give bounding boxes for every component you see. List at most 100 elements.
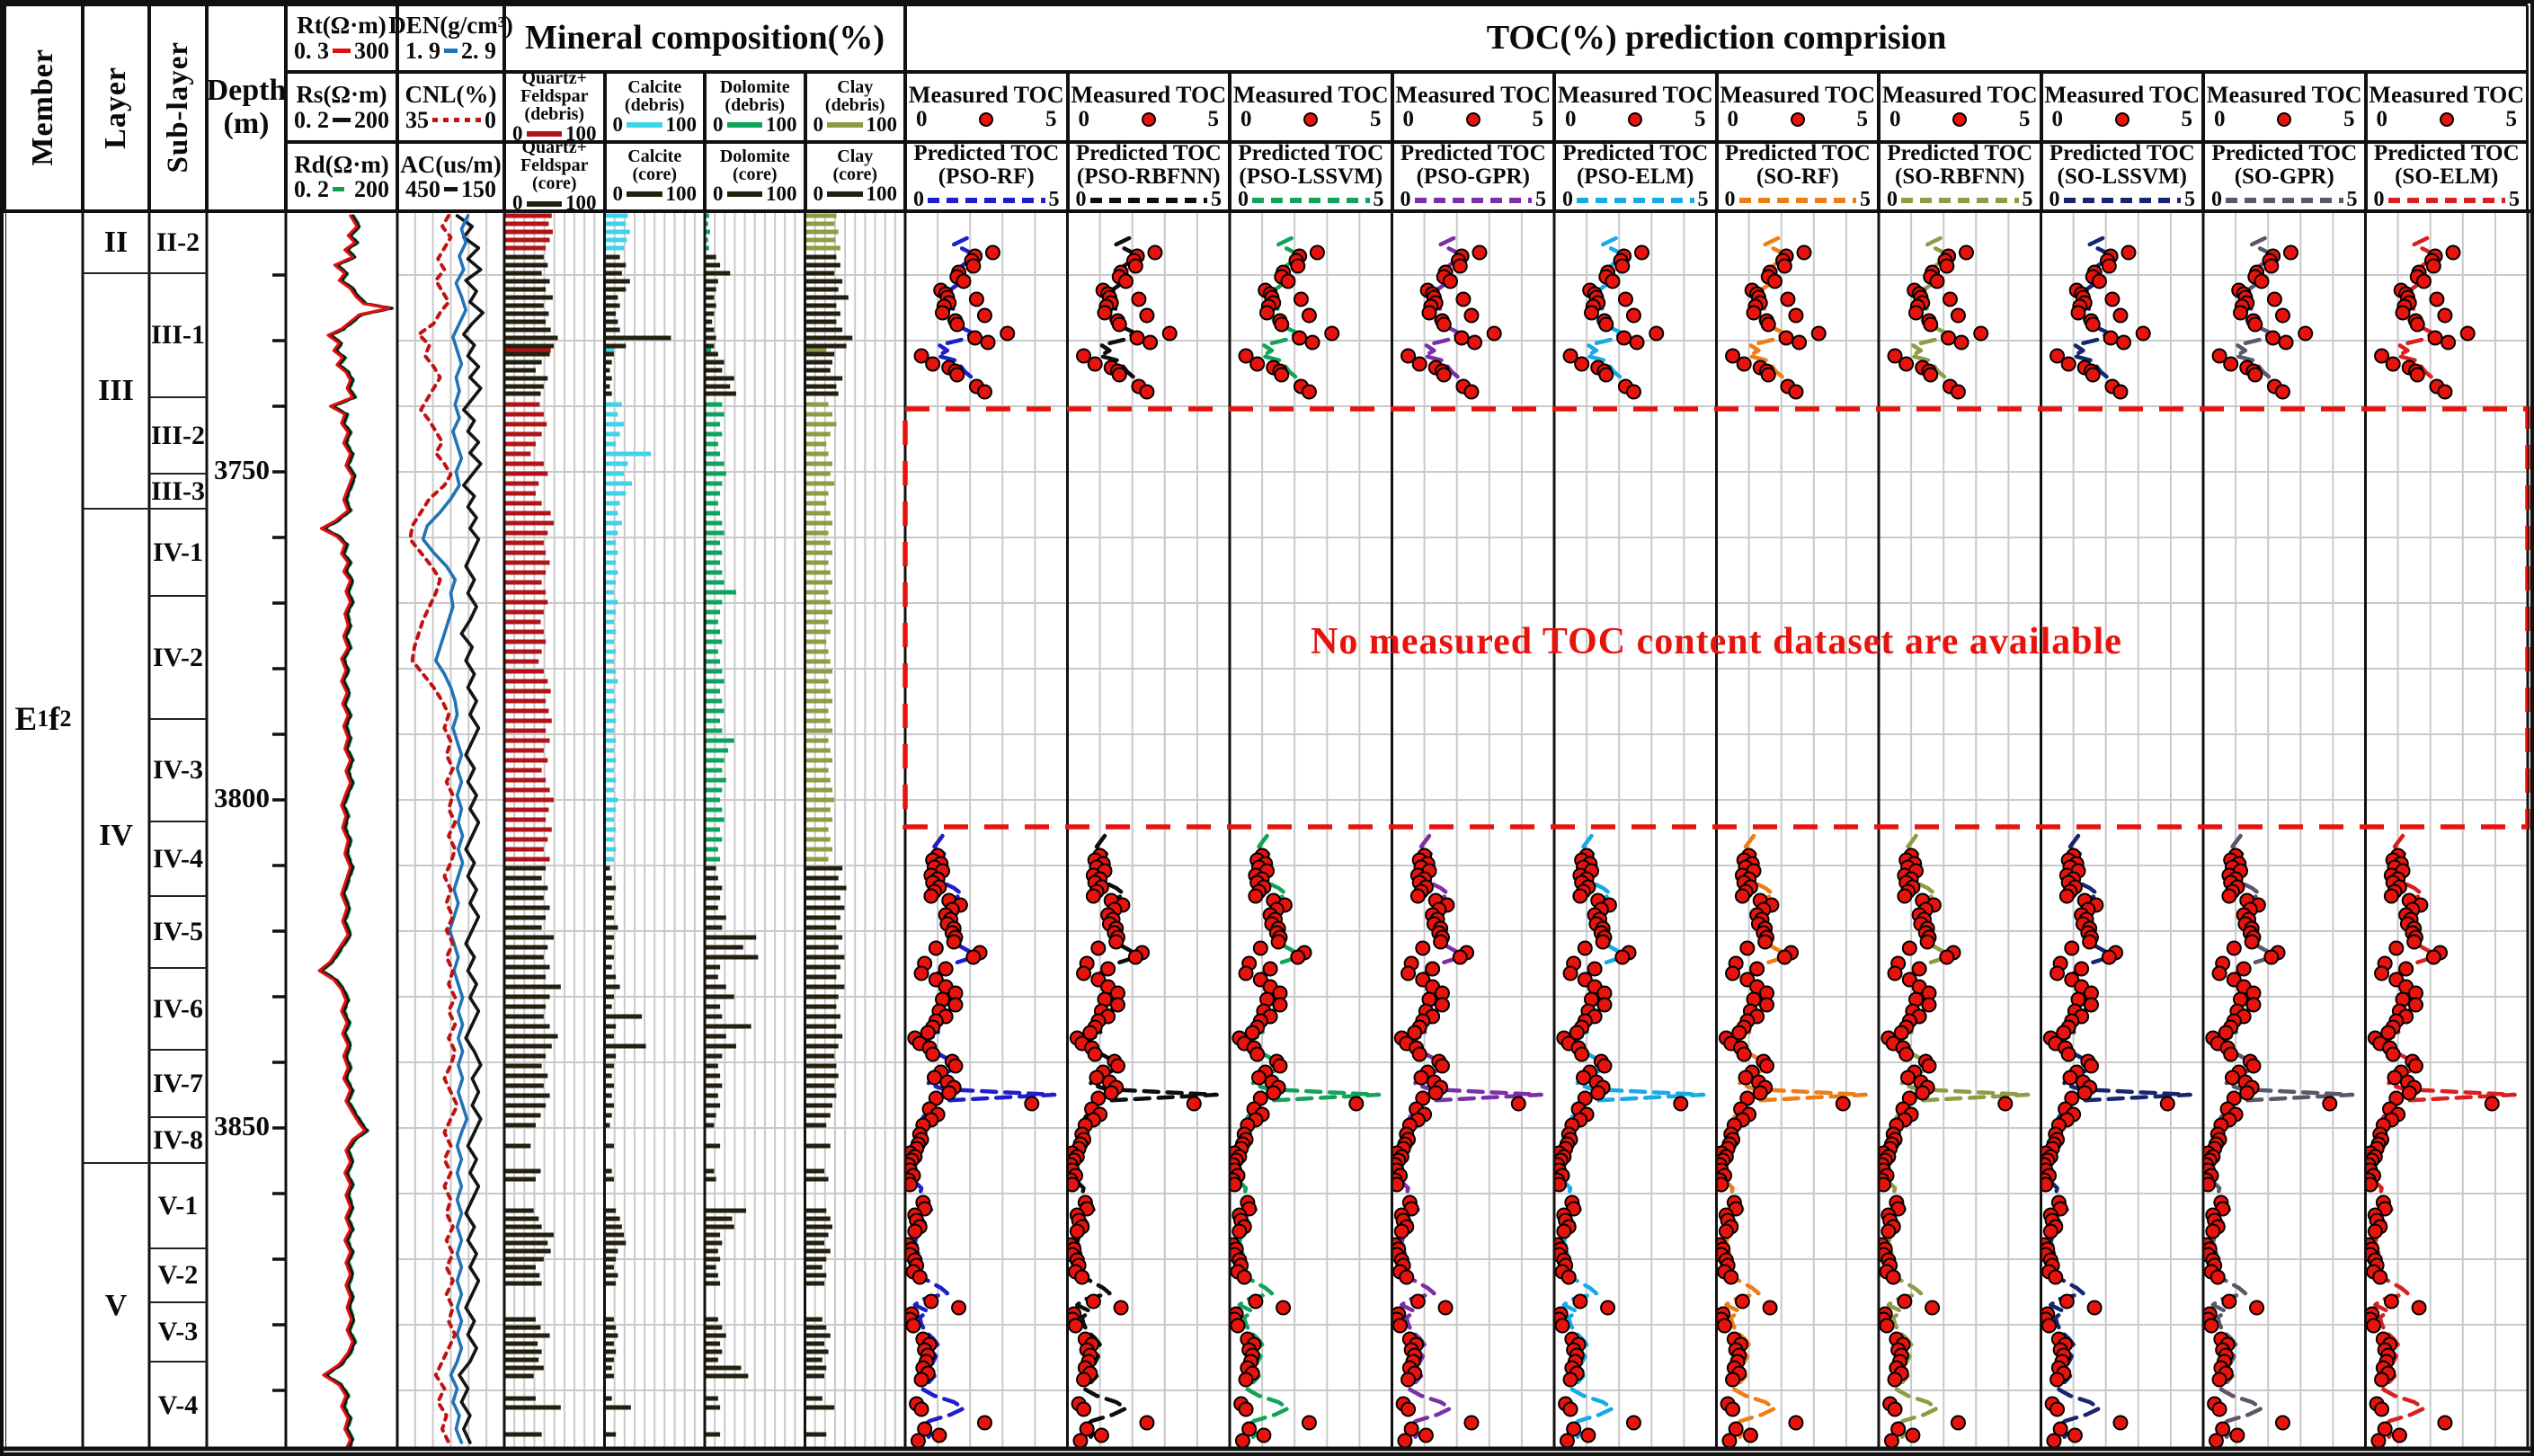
measured-dot-sample — [1141, 111, 1156, 127]
measured-toc-label: Measured TOC — [2044, 82, 2201, 109]
predicted-toc-label: Predicted TOC — [2211, 140, 2358, 165]
scale-min: 0. 3 — [294, 37, 329, 64]
scale-row: 0 100 — [607, 183, 704, 205]
mineral-debris-label-line: (debris) — [824, 94, 885, 115]
scale-max: 200 — [354, 176, 389, 203]
depth-label-3800: 3800 — [214, 782, 270, 813]
scale-row: 450 150 — [399, 176, 502, 203]
scale-max: 5 — [1860, 188, 1871, 212]
toc-prediction-title: TOC(%) prediction comprision — [905, 4, 2528, 72]
log-curve-label: Rd(Ω·m) — [294, 150, 389, 178]
scale-max: 5 — [1532, 106, 1544, 131]
scale-min: 0 — [2376, 106, 2388, 131]
measured-toc-label: Measured TOC — [2206, 82, 2362, 109]
mineral-core-label-line: Calcite — [627, 146, 682, 167]
toc-header-measured-7: Measured TOC 0 5 — [2041, 72, 2203, 142]
toc-header-measured-0: Measured TOC 0 5 — [905, 72, 1068, 142]
predicted-toc-label: Predicted TOC — [2049, 140, 2195, 165]
scale-min: 0 — [813, 112, 824, 136]
mineral-core-label-line: (core) — [832, 164, 878, 185]
scale-min: 0 — [612, 182, 624, 206]
scale-line — [1738, 197, 1856, 203]
toc-header-predicted-0: Predicted TOC (PSO-RF) 0 5 — [905, 141, 1068, 211]
sublayer-label-V-4: V-4 — [157, 1389, 199, 1420]
scale-max: 100 — [766, 182, 797, 206]
scale-min: 0 — [612, 112, 624, 136]
predicted-toc-label: Predicted TOC — [1887, 140, 2033, 165]
layer-label-II: II — [103, 225, 129, 259]
measured-toc-label: Measured TOC — [1720, 82, 1876, 109]
scale-line — [333, 187, 351, 192]
scale-max: 100 — [565, 191, 597, 215]
depth-header-line1: Depth — [206, 74, 287, 108]
scale-min: 0 — [2051, 106, 2064, 131]
scale-row: 0 100 — [707, 112, 804, 136]
predicted-toc-label: Predicted TOC — [1562, 140, 1709, 165]
scale-row: 0. 2 200 — [288, 107, 396, 132]
mineral-debris-label-line: Calcite — [627, 76, 682, 97]
sublayer-label-V-2: V-2 — [157, 1260, 199, 1290]
scale-min: 35 — [405, 106, 429, 133]
scale-min: 0 — [813, 182, 824, 206]
log-header-porosity-0: DEN(g/cm³) 1. 9 2. 9 — [388, 4, 513, 72]
sublayer-label-IV-6: IV-6 — [152, 993, 204, 1024]
sublayer-label-IV-8: IV-8 — [152, 1124, 204, 1155]
scale-line — [726, 191, 762, 198]
scale-line — [1901, 197, 2019, 203]
mineral-core-label-line: Clay — [837, 146, 874, 167]
scale-line — [928, 197, 1045, 203]
predicted-toc-model: (SO-LSSVM) — [2057, 164, 2187, 189]
scale-max: 5 — [1207, 106, 1220, 131]
scale-line — [627, 121, 662, 128]
scale-min: 0 — [2211, 188, 2222, 212]
measured-dot-sample — [979, 111, 994, 127]
scale-line — [526, 131, 562, 137]
scale-max: 100 — [665, 182, 698, 206]
log-header-resistivity-1: Rs(Ω·m) 0. 2 200 — [286, 72, 397, 142]
scale-row: 1. 9 2. 9 — [399, 38, 502, 63]
sublayer-header-label: Sub-layer — [161, 41, 194, 173]
measured-toc-label: Measured TOC — [908, 82, 1064, 109]
column-header-member: Member — [4, 4, 83, 211]
scale-min: 450 — [405, 176, 440, 203]
predicted-toc-label: Predicted TOC — [1400, 140, 1546, 165]
toc-header-measured-5: Measured TOC 0 5 — [1716, 72, 1879, 142]
scale-line — [2063, 197, 2181, 203]
toc-header-measured-2: Measured TOC 0 5 — [1230, 72, 1392, 142]
log-header-resistivity-2: Rd(Ω·m) 0. 2 200 — [286, 142, 397, 211]
sublayer-label-IV-2: IV-2 — [152, 642, 204, 672]
mineral-header-debris-dolomite: Dolomite (debris) 0 100 — [705, 72, 805, 142]
log-curve-label: DEN(g/cm³) — [388, 12, 513, 40]
scale-min: 0 — [713, 112, 724, 136]
scale-row: 0 100 — [707, 183, 804, 205]
sublayer-label-III-3: III-3 — [150, 475, 205, 506]
mineral-composition-title: Mineral composition(%) — [504, 4, 905, 72]
mineral-core-label-line: Dolomite — [719, 146, 790, 167]
column-header-sublayer: Sub-layer — [149, 4, 207, 211]
toc-header-measured-1: Measured TOC 0 5 — [1067, 72, 1230, 142]
scale-line — [333, 117, 351, 122]
toc-header-measured-4: Measured TOC 0 5 — [1554, 72, 1717, 142]
mineral-header-debris-clay: Clay (debris) 0 100 — [805, 72, 905, 142]
mineral-header-core-quartz-feldspar: Quartz+ Feldspar (core) 0 100 — [504, 138, 605, 215]
measured-toc-label: Measured TOC — [1557, 82, 1713, 109]
sublayer-label-III-1: III-1 — [150, 320, 205, 350]
sublayer-label-IV-1: IV-1 — [152, 537, 204, 567]
scale-min: 0 — [512, 121, 523, 145]
scale-min: 0 — [2214, 106, 2226, 131]
toc-header-predicted-8: Predicted TOC (SO-GPR) 0 5 — [2203, 140, 2366, 212]
toc-header-measured-6: Measured TOC 0 5 — [1879, 72, 2041, 142]
predicted-toc-model: (PSO-RBFNN) — [1076, 164, 1221, 189]
